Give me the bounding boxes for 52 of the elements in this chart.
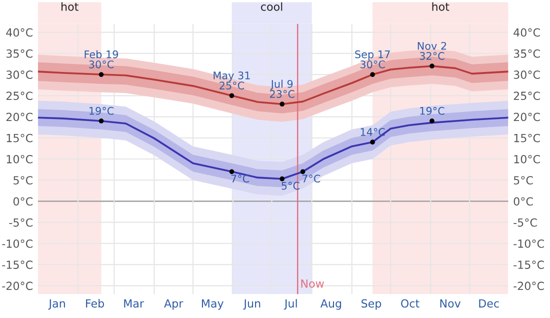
y-tick-label: 0°C [13,197,32,206]
annotation: 7°C [302,174,320,183]
y-tick-label: -20°C [2,282,32,290]
y2-tick-label: 5°C [514,176,533,184]
y-tick-label: 30°C [6,70,32,79]
y2-tick-label: 0°C [514,197,533,206]
annotation: 19°C [90,106,114,115]
y-tick-label: 15°C [6,134,32,142]
x-tick-label: Apr [164,299,184,310]
y-tick-label: -10°C [2,239,32,248]
annotation: 14°C [360,128,385,136]
annotation: Jul 9 23°C [270,80,294,98]
y-tick-label: 25°C [6,92,32,100]
y2-tick-label: -10°C [514,239,544,248]
band-label: cool [261,2,282,11]
ref-line-label: Now [301,280,324,288]
y-tick-label: -5°C [9,218,32,227]
y2-tick-label: 35°C [514,49,540,58]
y2-tick-label: 15°C [514,134,540,142]
y-tick-label: 10°C [6,154,32,164]
x-tick-label: Feb [86,299,104,308]
x-tick-label: Sep [362,299,382,310]
y2-tick-label: -15°C [514,260,544,269]
x-tick-label: Mar [124,299,144,308]
y-tick-label: 35°C [6,49,32,58]
y2-tick-label: 25°C [514,92,540,100]
x-tick-label: Jul [284,299,297,310]
annotation: 19°C [420,106,444,115]
x-tick-label: Jan [48,299,65,310]
x-tick-label: Dec [479,299,499,308]
y2-tick-label: -20°C [514,282,544,290]
band-label: hot [62,2,78,11]
y2-tick-label: -5°C [514,218,537,227]
x-tick-label: May [202,299,224,310]
y-tick-label: -15°C [2,260,32,269]
annotation: May 31 25°C [214,72,250,90]
y2-tick-label: 10°C [514,154,540,164]
y-tick-label: 20°C [6,112,32,122]
annotation: 7°C [231,174,250,183]
y-tick-label: 40°C [6,28,32,37]
x-tick-label: Aug [320,299,342,310]
x-tick-label: Nov [440,299,461,308]
x-tick-label: Oct [401,299,420,308]
x-tick-label: Jun [243,299,260,310]
y2-tick-label: 30°C [514,70,540,79]
y2-tick-label: 40°C [514,28,540,37]
band-label: hot [432,2,450,11]
y2-tick-label: 20°C [514,112,540,122]
annotation: Nov 2 32°C [418,42,446,60]
annotation: Feb 19 30°C [84,50,118,68]
annotation: Sep 17 30°C [355,50,390,68]
y-tick-label: 5°C [14,176,32,184]
